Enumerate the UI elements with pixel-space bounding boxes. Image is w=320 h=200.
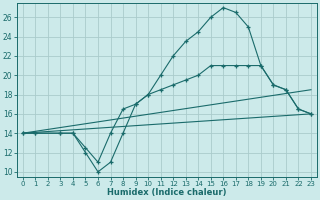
X-axis label: Humidex (Indice chaleur): Humidex (Indice chaleur) xyxy=(107,188,227,197)
